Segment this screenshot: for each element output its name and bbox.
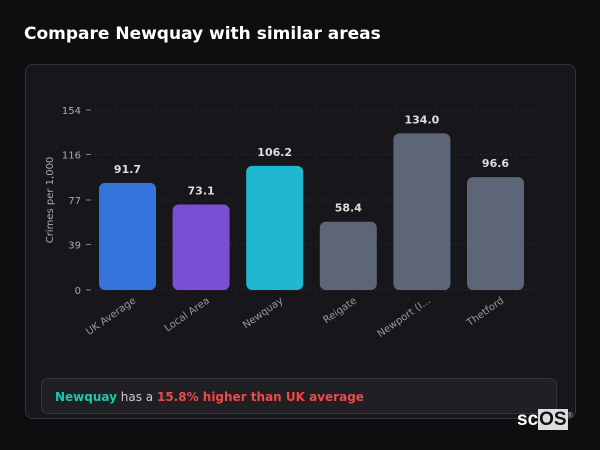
- y-axis-label: Crimes per 1,000: [45, 157, 56, 244]
- comparison-summary: Newquay has a 15.8% higher than UK avera…: [41, 378, 557, 414]
- data-label: 58.4: [335, 202, 362, 215]
- x-tick-label: Newquay: [241, 295, 286, 331]
- x-tick-label: UK Average: [84, 295, 138, 337]
- x-tick-label: Reigate: [322, 295, 359, 326]
- x-tick-label: Newport (I...: [376, 295, 433, 340]
- data-label: 91.7: [114, 163, 141, 176]
- bar: [246, 165, 304, 290]
- comparison-value: 15.8% higher than UK average: [156, 390, 364, 404]
- page-title: Compare Newquay with similar areas: [24, 24, 381, 44]
- data-label: 106.2: [257, 146, 292, 159]
- bar: [172, 204, 230, 290]
- data-label: 96.6: [482, 157, 509, 170]
- bar: [393, 133, 451, 290]
- y-tick-label: 154: [62, 106, 81, 117]
- bar: [99, 182, 156, 290]
- x-tick-label: Thetford: [464, 295, 506, 329]
- y-tick-label: 0: [75, 286, 81, 297]
- y-tick-label: 77: [68, 196, 81, 207]
- bar: [467, 177, 524, 290]
- scos-logo: scOS®: [517, 409, 573, 430]
- data-label: 134.0: [405, 113, 440, 126]
- y-tick-label: 39: [68, 240, 81, 251]
- y-tick-label: 116: [62, 150, 81, 161]
- bar: [319, 221, 377, 290]
- area-name: Newquay: [55, 390, 117, 404]
- x-tick-label: Local Area: [163, 295, 212, 334]
- data-label: 73.1: [188, 185, 215, 198]
- summary-text: has a: [116, 390, 157, 404]
